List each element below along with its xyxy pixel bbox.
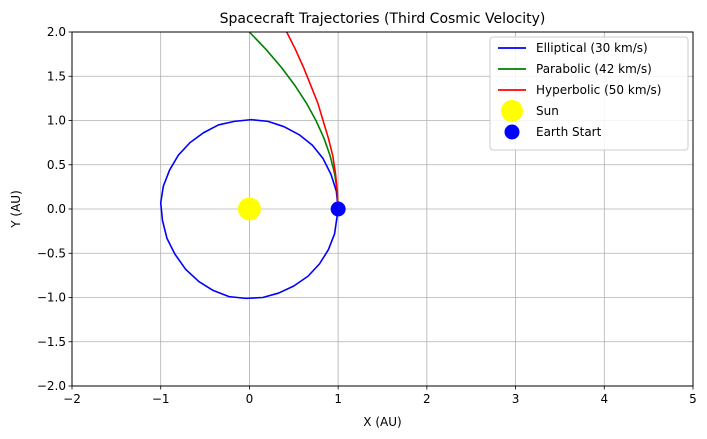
y-tick-label: 2.0 — [47, 25, 66, 39]
y-tick-label: 1.5 — [47, 69, 66, 83]
legend-label-hyperbolic-50-km-s: Hyperbolic (50 km/s) — [536, 83, 661, 97]
x-tick-label: 3 — [512, 392, 520, 406]
y-tick-label: −2.0 — [37, 379, 66, 393]
x-tick-label: 2 — [423, 392, 431, 406]
legend: Elliptical (30 km/s) Parabolic (42 km/s) H… — [489, 36, 689, 151]
x-tick-label: 5 — [689, 392, 697, 406]
x-tick-label: 4 — [600, 392, 608, 406]
x-axis-label: X (AU) — [363, 415, 401, 429]
legend-box — [489, 36, 689, 151]
chart-title: Spacecraft Trajectories (Third Cosmic Ve… — [220, 11, 546, 27]
legend-swatch-earth-start — [504, 124, 520, 140]
legend-label-earth-start: Earth Start — [536, 125, 602, 139]
y-tick-label: −1.0 — [37, 291, 66, 305]
y-tick-label: 1.0 — [47, 114, 66, 128]
ticks: −2 −1 0 1 2 3 4 5 −2.0 −1.5 −1.0 −0.5 0.0 0.5 1.0 1.5 2.… — [37, 25, 697, 406]
y-tick-label: 0.5 — [47, 158, 66, 172]
sun-marker — [237, 197, 261, 221]
y-tick-label: −1.5 — [37, 335, 66, 349]
y-tick-label: −0.5 — [37, 246, 66, 260]
y-tick-label: 0.0 — [47, 202, 66, 216]
hyperbolic-50-km-s-trajectory-line — [285, 31, 339, 210]
legend-label-elliptical-30-km-s: Elliptical (30 km/s) — [536, 41, 648, 55]
x-tick-label: 0 — [246, 392, 254, 406]
legend-label-parabolic-42-km-s: Parabolic (42 km/s) — [536, 62, 652, 76]
legend-label-sun: Sun — [536, 104, 559, 118]
x-tick-label: −2 — [63, 392, 81, 406]
x-tick-label: −1 — [152, 392, 170, 406]
elliptical-30-km-s-trajectory-line — [159, 118, 339, 300]
x-tick-label: 1 — [334, 392, 342, 406]
earth-start-marker — [330, 201, 346, 217]
y-axis-label: Y (AU) — [9, 190, 23, 229]
series-layer — [159, 31, 346, 300]
legend-swatch-sun — [501, 100, 523, 122]
